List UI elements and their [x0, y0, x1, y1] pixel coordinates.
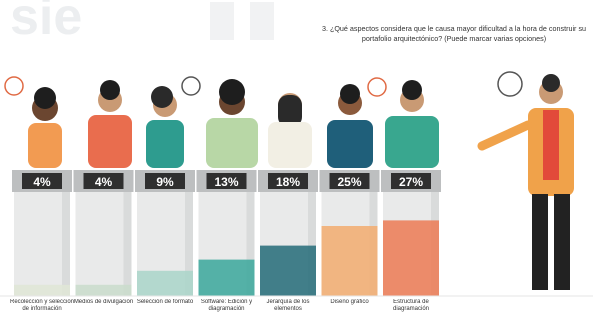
label-inner [391, 173, 431, 189]
label-inner [206, 173, 247, 189]
podium-shade [123, 192, 132, 296]
bar [198, 259, 255, 296]
value-label: 18% [276, 175, 300, 189]
x-label-box: Jerarquía de los elementos [266, 299, 310, 312]
label-inner [268, 173, 308, 189]
podium [14, 192, 70, 296]
watermark-shape [210, 2, 234, 40]
value-label: 4% [33, 175, 51, 189]
value-label: 25% [337, 175, 361, 189]
title-box: 3. ¿Qué aspectos considera que le causa … [321, 24, 587, 43]
podium-shade [62, 192, 70, 296]
value-label: 27% [399, 175, 423, 189]
x-label-box: Software: Edición y diagramación [200, 299, 253, 312]
bar [14, 284, 70, 296]
bar [75, 284, 132, 296]
x-label-box: Medios de divulgación [73, 299, 134, 305]
x-tick-label: Jerarquía de los elementos [266, 299, 310, 312]
bar [260, 245, 316, 296]
x-tick-label: Medios de divulgación [73, 299, 134, 305]
chart-title: 3. ¿Qué aspectos considera que le causa … [321, 24, 587, 43]
x-label-box: Diseño gráfico [330, 299, 369, 305]
x-tick-label: Recolección y selección de información [9, 299, 75, 312]
watermark: sie [10, 0, 82, 46]
x-label-box: Selección de formato [136, 299, 194, 305]
bar [383, 220, 439, 296]
label-inner [329, 173, 370, 189]
label-inner [145, 173, 185, 189]
x-tick-label: Software: Edición y diagramación [200, 299, 253, 312]
value-label: 4% [95, 175, 113, 189]
podium-shade [185, 192, 193, 296]
x-tick-label: Selección de formato [136, 299, 194, 305]
bar [321, 226, 378, 296]
x-label-box: Estructura de diagramación [392, 299, 430, 312]
watermark-shape [250, 2, 274, 40]
bar [137, 270, 193, 296]
figures [4, 71, 574, 290]
podium [75, 192, 132, 296]
x-tick-label: Diseño gráfico [330, 299, 369, 305]
label-inner [22, 173, 62, 189]
podium-shade [308, 192, 316, 296]
podium-shade [246, 192, 255, 296]
value-label: 9% [156, 175, 174, 189]
x-label-box: Recolección y selección de información [9, 299, 75, 312]
x-tick-label: Estructura de diagramación [392, 299, 430, 312]
label-inner [83, 173, 124, 189]
value-label: 13% [214, 175, 238, 189]
